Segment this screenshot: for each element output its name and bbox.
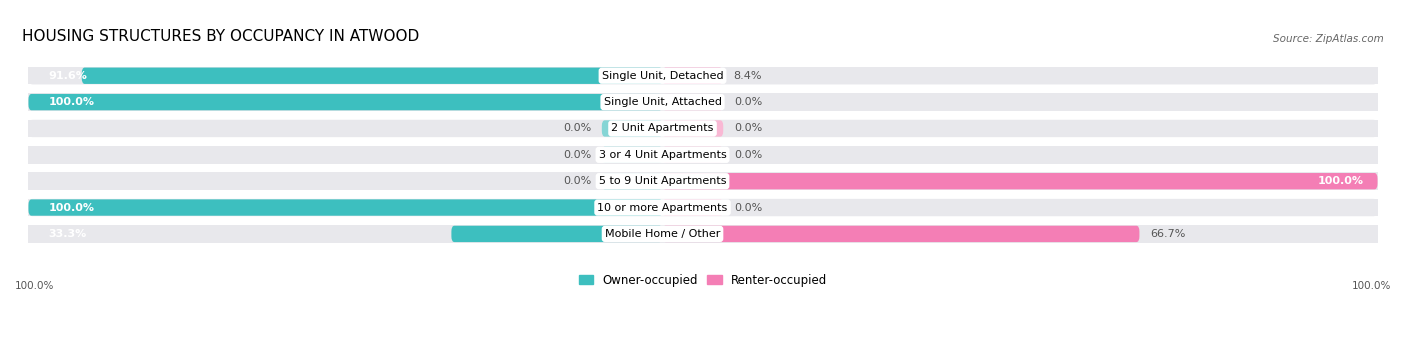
FancyBboxPatch shape [28,67,1378,85]
Bar [28,199,1378,216]
Bar [28,225,1378,242]
Text: 0.0%: 0.0% [734,123,762,133]
Text: HOUSING STRUCTURES BY OCCUPANCY IN ATWOOD: HOUSING STRUCTURES BY OCCUPANCY IN ATWOO… [22,29,419,44]
Text: 8.4%: 8.4% [734,71,762,81]
Text: 0.0%: 0.0% [562,123,591,133]
Text: 0.0%: 0.0% [562,150,591,160]
Text: 91.6%: 91.6% [49,71,87,81]
Text: 0.0%: 0.0% [734,150,762,160]
FancyBboxPatch shape [28,225,1378,242]
FancyBboxPatch shape [82,68,662,84]
FancyBboxPatch shape [28,199,1378,216]
Text: 100.0%: 100.0% [1317,176,1364,186]
FancyBboxPatch shape [451,226,662,242]
Bar [28,120,1378,137]
FancyBboxPatch shape [28,120,1378,137]
Legend: Owner-occupied, Renter-occupied: Owner-occupied, Renter-occupied [574,269,832,291]
Text: Mobile Home / Other: Mobile Home / Other [605,229,720,239]
Text: 0.0%: 0.0% [734,203,762,212]
FancyBboxPatch shape [28,94,662,110]
FancyBboxPatch shape [28,93,1378,111]
Bar [28,173,1378,190]
Text: 0.0%: 0.0% [734,97,762,107]
Text: 100.0%: 100.0% [15,281,55,291]
FancyBboxPatch shape [602,147,662,163]
Text: 5 to 9 Unit Apartments: 5 to 9 Unit Apartments [599,176,727,186]
FancyBboxPatch shape [662,199,723,216]
Text: 100.0%: 100.0% [49,203,94,212]
FancyBboxPatch shape [28,199,662,216]
FancyBboxPatch shape [662,94,723,110]
FancyBboxPatch shape [602,120,662,137]
FancyBboxPatch shape [662,147,723,163]
FancyBboxPatch shape [662,173,1378,189]
FancyBboxPatch shape [28,173,1378,190]
FancyBboxPatch shape [602,173,662,189]
FancyBboxPatch shape [662,120,723,137]
Bar [28,93,1378,111]
Text: 33.3%: 33.3% [49,229,87,239]
Text: Single Unit, Attached: Single Unit, Attached [603,97,721,107]
Bar [28,146,1378,164]
FancyBboxPatch shape [662,68,723,84]
FancyBboxPatch shape [662,226,1139,242]
Text: Single Unit, Detached: Single Unit, Detached [602,71,723,81]
Text: 10 or more Apartments: 10 or more Apartments [598,203,728,212]
Text: 0.0%: 0.0% [562,176,591,186]
Text: Source: ZipAtlas.com: Source: ZipAtlas.com [1274,34,1384,44]
Text: 100.0%: 100.0% [49,97,94,107]
Text: 100.0%: 100.0% [1351,281,1391,291]
Bar [28,67,1378,85]
Text: 2 Unit Apartments: 2 Unit Apartments [612,123,714,133]
FancyBboxPatch shape [28,146,1378,164]
Text: 3 or 4 Unit Apartments: 3 or 4 Unit Apartments [599,150,727,160]
Text: 66.7%: 66.7% [1150,229,1185,239]
